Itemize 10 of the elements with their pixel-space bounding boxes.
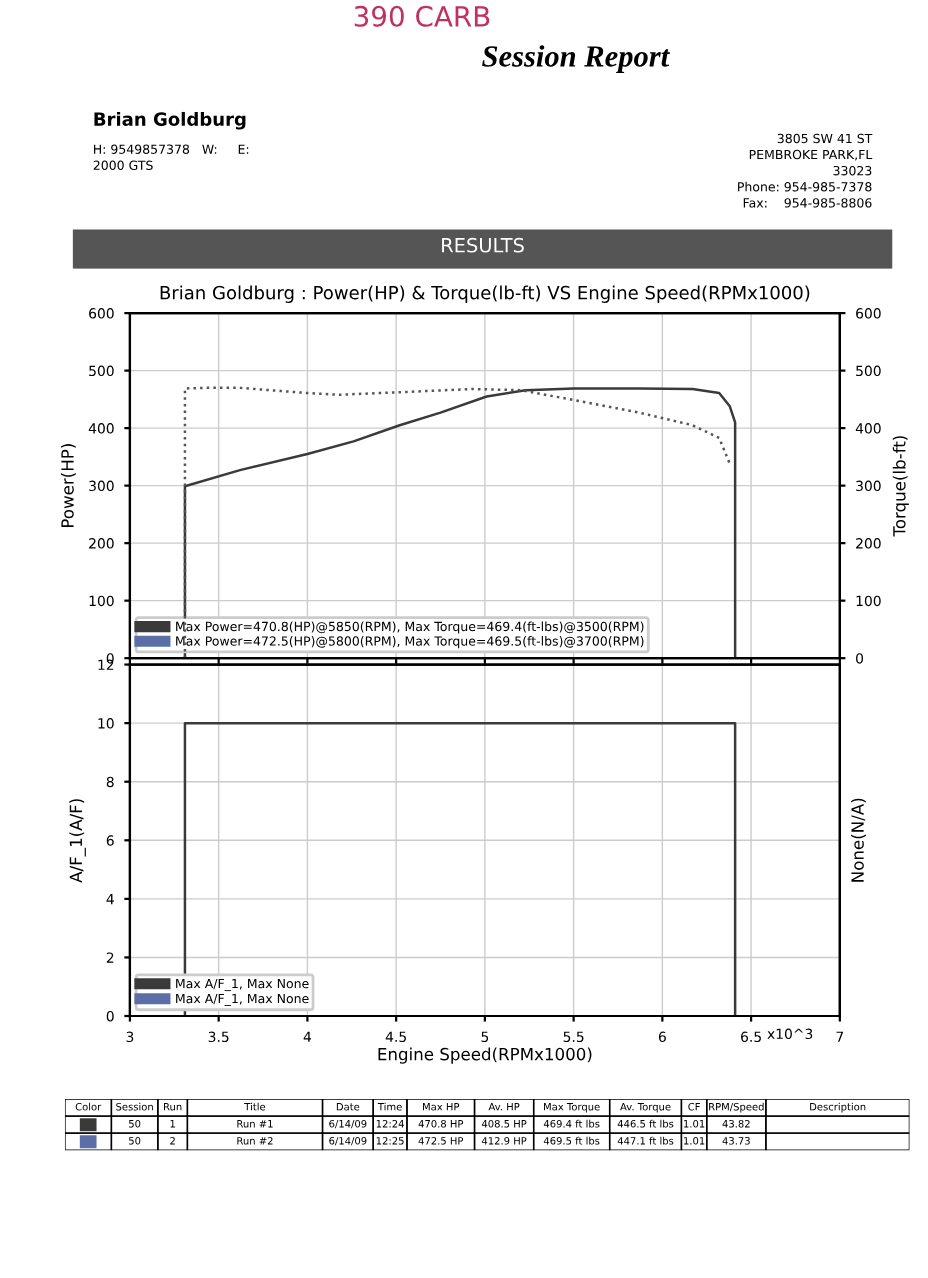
x-axis-title: Engine Speed(RPMx1000) (378, 1047, 592, 1064)
text: RESULTS (442, 237, 524, 253)
y-axis-title: A/F_1(A/F) (69, 799, 86, 883)
chart-title: Brian Goldburg : Power(HP) & Torque(lb-ft) VS Engine Speed(RPMx1000) (160, 285, 810, 303)
text: Brian Goldburg (94, 111, 246, 130)
text: 390 CARB (354, 5, 490, 27)
text: Session Report (482, 45, 670, 73)
y-axis-title: Power(HP) (60, 444, 76, 527)
y2-axis-title: Torque(lb-ft) (892, 436, 909, 537)
y2-axis-title: None(N/A) (850, 798, 866, 882)
